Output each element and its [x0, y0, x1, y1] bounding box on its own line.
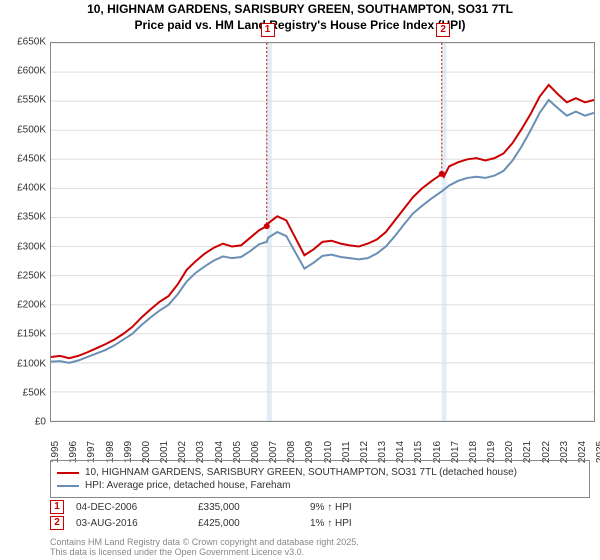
legend-row-price-paid: 10, HIGHNAM GARDENS, SARISBURY GREEN, SO… [57, 467, 583, 478]
point-row: 2 03-AUG-2016 £425,000 1% ↑ HPI [50, 516, 590, 530]
legend-label-hpi: HPI: Average price, detached house, Fare… [85, 480, 291, 491]
y-tick-label: £0 [35, 417, 46, 428]
footer: Contains HM Land Registry data © Crown c… [50, 538, 359, 558]
y-tick-label: £250K [17, 270, 46, 281]
legend-row-hpi: HPI: Average price, detached house, Fare… [57, 480, 583, 491]
y-tick-label: £200K [17, 300, 46, 311]
series-line-price_paid [51, 85, 594, 358]
title-line-2: Price paid vs. HM Land Registry's House … [8, 18, 592, 34]
chart-title: 10, HIGHNAM GARDENS, SARISBURY GREEN, SO… [0, 0, 600, 37]
y-tick-label: £650K [17, 37, 46, 48]
shade-band [442, 43, 447, 421]
chart-marker-icon: 1 [261, 23, 275, 37]
y-tick-label: £350K [17, 212, 46, 223]
y-tick-label: £50K [23, 387, 46, 398]
chart-svg [51, 43, 594, 421]
shade-band [267, 43, 272, 421]
legend-swatch-price-paid [57, 472, 79, 474]
point-marker-icon: 2 [50, 516, 64, 530]
footer-line-2: This data is licensed under the Open Gov… [50, 548, 359, 558]
y-tick-label: £300K [17, 241, 46, 252]
y-tick-label: £550K [17, 95, 46, 106]
point-date: 03-AUG-2016 [76, 518, 186, 529]
y-tick-label: £400K [17, 183, 46, 194]
point-pct: 1% ↑ HPI [310, 518, 410, 529]
x-tick-label: 2025 [595, 441, 600, 463]
series-line-hpi [51, 100, 594, 363]
marker-dot [439, 171, 445, 177]
chart-marker-icon: 2 [436, 23, 450, 37]
y-axis: £0£50K£100K£150K£200K£250K£300K£350K£400… [0, 42, 48, 422]
y-tick-label: £450K [17, 153, 46, 164]
transaction-points: 1 04-DEC-2006 £335,000 9% ↑ HPI 2 03-AUG… [50, 498, 590, 532]
y-tick-label: £100K [17, 358, 46, 369]
point-price: £425,000 [198, 518, 298, 529]
x-axis: 1995199619971998199920002001200220032004… [50, 424, 595, 454]
point-price: £335,000 [198, 502, 298, 513]
y-tick-label: £150K [17, 329, 46, 340]
title-line-1: 10, HIGHNAM GARDENS, SARISBURY GREEN, SO… [8, 2, 592, 18]
chart-plot-area: 12 [50, 42, 595, 422]
legend-label-price-paid: 10, HIGHNAM GARDENS, SARISBURY GREEN, SO… [85, 467, 517, 478]
legend: 10, HIGHNAM GARDENS, SARISBURY GREEN, SO… [50, 460, 590, 498]
point-row: 1 04-DEC-2006 £335,000 9% ↑ HPI [50, 500, 590, 514]
marker-dot [264, 223, 270, 229]
y-tick-label: £500K [17, 124, 46, 135]
legend-swatch-hpi [57, 485, 79, 487]
y-tick-label: £600K [17, 66, 46, 77]
point-date: 04-DEC-2006 [76, 502, 186, 513]
point-marker-icon: 1 [50, 500, 64, 514]
point-pct: 9% ↑ HPI [310, 502, 410, 513]
